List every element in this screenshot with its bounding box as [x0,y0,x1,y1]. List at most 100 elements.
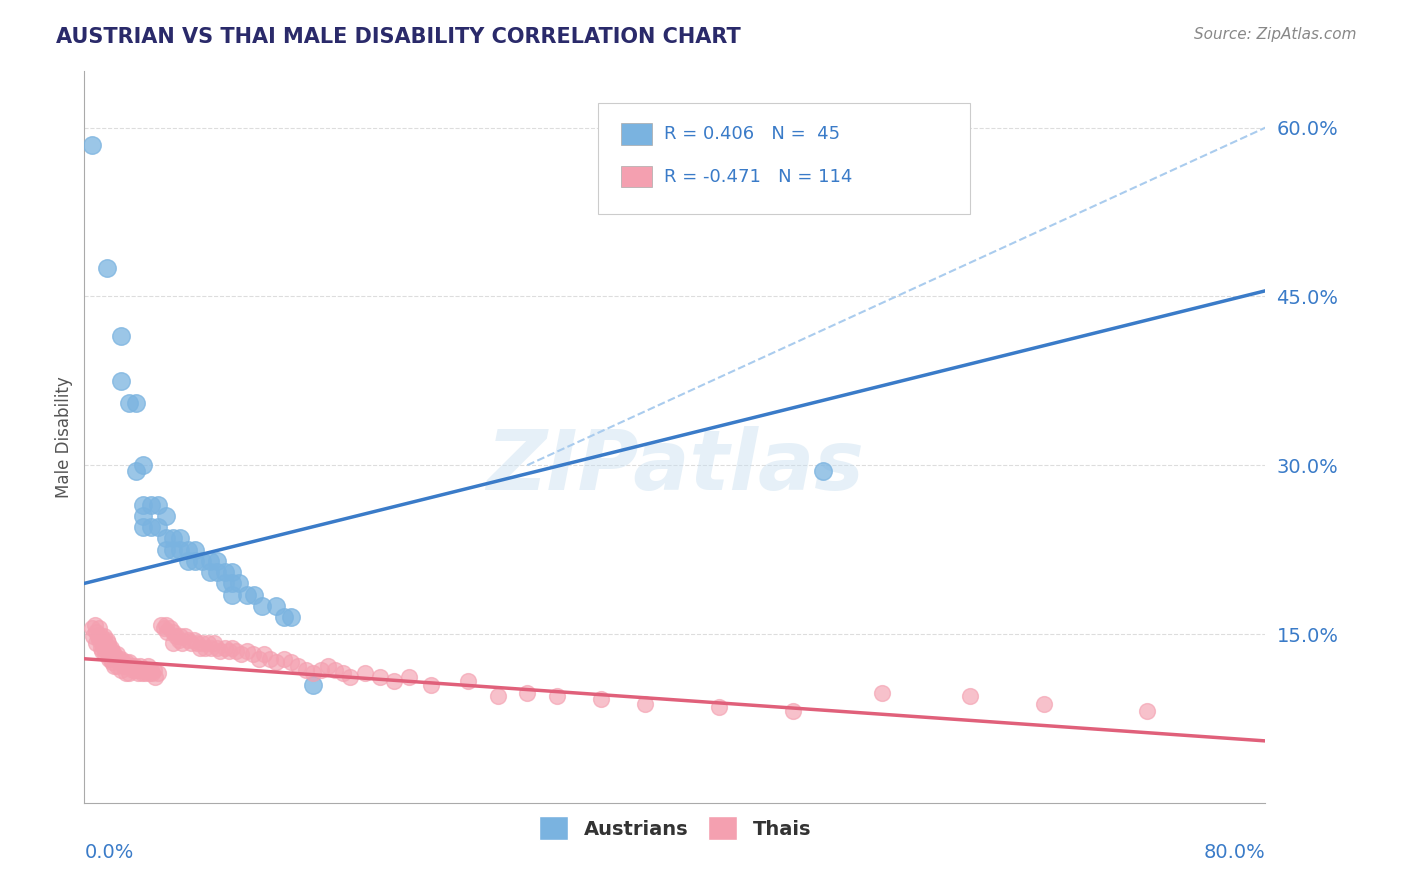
Point [141,666,163,681]
Point [959,689,981,703]
Point [180,636,202,650]
Point [782,704,804,718]
Point [167,632,190,647]
Point [105,658,128,673]
Point [91,644,114,658]
Point [87,632,111,647]
Point [114,666,136,681]
Point [91,632,114,647]
Point [86,629,108,643]
Point [302,678,325,692]
Point [280,610,302,624]
Point [870,685,893,699]
Point [221,565,243,579]
Point [112,658,135,673]
Point [165,629,187,643]
Point [368,670,391,684]
Point [266,655,288,669]
Point [266,599,288,613]
Point [207,554,229,568]
Text: ZIPatlas: ZIPatlas [486,425,863,507]
Point [209,644,232,658]
Point [110,652,132,666]
Point [148,498,170,512]
Text: R = -0.471   N = 114: R = -0.471 N = 114 [664,168,852,186]
Point [191,636,214,650]
Point [143,670,166,684]
Point [142,663,165,677]
Point [177,554,200,568]
Point [148,520,170,534]
Point [325,663,347,677]
Point [93,640,115,655]
Point [207,565,229,579]
Point [316,658,339,673]
Point [709,700,731,714]
Point [486,689,509,703]
Point [198,565,221,579]
Point [169,629,191,643]
Point [138,666,160,681]
Point [125,663,148,677]
Point [108,655,131,669]
Point [221,640,243,655]
Point [177,542,200,557]
Point [228,576,250,591]
Point [114,655,136,669]
Point [186,636,208,650]
Point [94,647,117,661]
Point [101,655,124,669]
Point [243,588,266,602]
Point [197,636,219,650]
Point [118,666,141,681]
Point [98,640,121,655]
Point [225,644,247,658]
Point [420,678,443,692]
Point [162,542,184,557]
Point [118,396,141,410]
Point [591,692,613,706]
Text: Source: ZipAtlas.com: Source: ZipAtlas.com [1194,27,1357,42]
Point [162,624,184,639]
Point [184,542,207,557]
Point [124,658,146,673]
Point [136,658,159,673]
Point [103,658,125,673]
Point [354,666,377,681]
Point [184,554,207,568]
Point [242,647,264,661]
Point [82,629,104,643]
Point [111,655,134,669]
Point [96,644,118,658]
Point [247,652,270,666]
Point [177,632,200,647]
Point [162,532,184,546]
Point [287,658,309,673]
Point [183,632,205,647]
Point [382,674,406,689]
Point [90,629,112,643]
Point [125,464,148,478]
Point [122,663,145,677]
Point [96,261,118,276]
Point [128,663,150,677]
Point [110,374,132,388]
Text: AUSTRIAN VS THAI MALE DISABILITY CORRELATION CHART: AUSTRIAN VS THAI MALE DISABILITY CORRELA… [56,27,741,46]
Point [1033,697,1056,711]
Point [188,640,211,655]
Point [236,644,259,658]
Point [155,542,177,557]
Point [221,588,243,602]
Point [332,666,354,681]
Point [200,640,222,655]
Point [155,532,177,546]
Point [457,674,479,689]
Point [97,647,120,661]
Point [87,621,111,635]
Point [121,658,143,673]
Text: 0.0%: 0.0% [84,843,134,862]
Text: R = 0.406   N =  45: R = 0.406 N = 45 [664,125,839,143]
Point [148,666,170,681]
Point [93,629,115,643]
Point [546,689,568,703]
